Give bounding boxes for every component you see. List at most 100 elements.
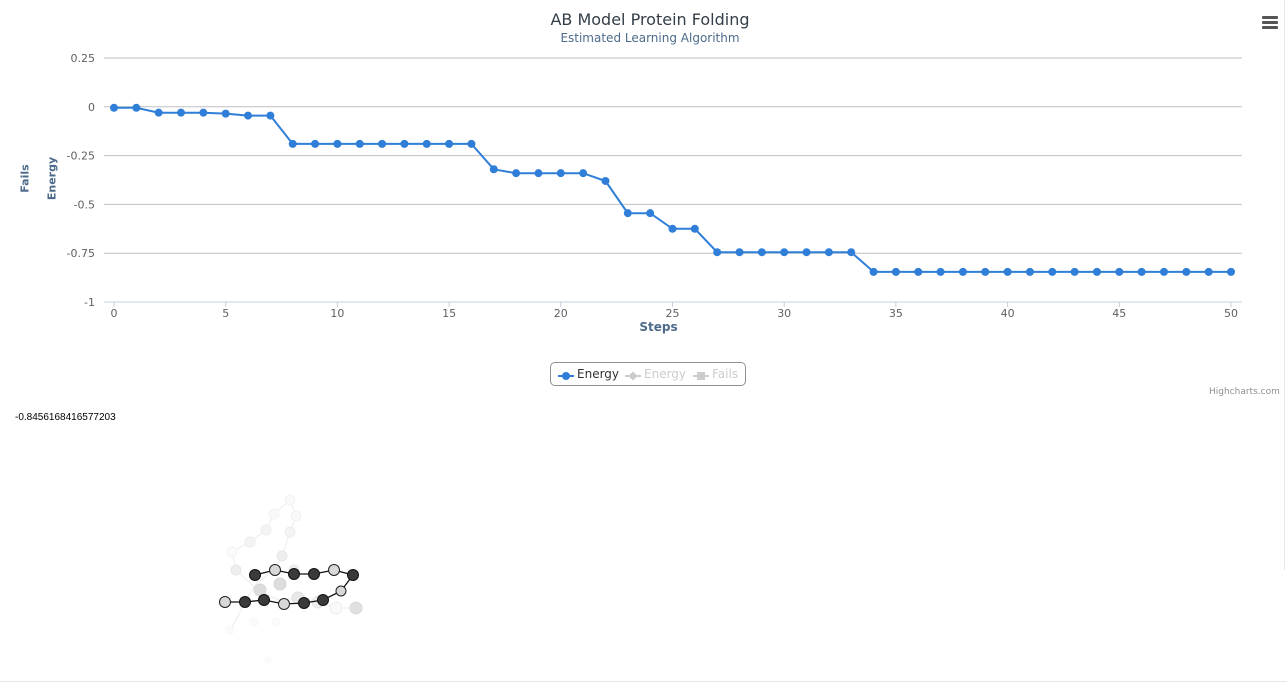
- residue-hydrophobic: [308, 568, 320, 580]
- residue-hydrophobic: [317, 594, 329, 606]
- x-tick-label: 35: [889, 307, 903, 320]
- data-point: [958, 267, 967, 276]
- data-point: [400, 139, 409, 148]
- data-point: [936, 267, 945, 276]
- x-tick-label: 25: [666, 307, 680, 320]
- data-point: [802, 248, 811, 257]
- legend-label-energy-hidden: Energy: [644, 367, 687, 381]
- residue-polar: [328, 564, 340, 576]
- data-point: [311, 139, 320, 148]
- data-point: [422, 139, 431, 148]
- x-tick-label: 30: [777, 307, 791, 320]
- data-point: [333, 139, 342, 148]
- data-point: [668, 224, 677, 233]
- residue-hydrophobic: [249, 569, 261, 581]
- y-tick-label: 0.25: [71, 52, 96, 65]
- legend-label-fails: Fails: [712, 367, 739, 381]
- ghost-residue: [230, 564, 242, 576]
- data-point: [445, 139, 454, 148]
- data-point: [1092, 267, 1101, 276]
- data-point: [132, 103, 141, 112]
- x-tick-label: 20: [554, 307, 568, 320]
- data-point: [199, 108, 208, 117]
- data-point: [266, 111, 275, 120]
- data-point: [1048, 267, 1057, 276]
- ghost-residue: [260, 524, 272, 536]
- x-tick-label: 10: [330, 307, 344, 320]
- data-point: [244, 111, 253, 120]
- data-point: [824, 248, 833, 257]
- data-point: [579, 169, 588, 178]
- hamburger-menu-icon[interactable]: [1262, 16, 1278, 30]
- ghost-residue: [349, 601, 363, 615]
- y-axis-title-energy: Energy: [45, 156, 59, 201]
- data-point: [489, 165, 498, 174]
- ghost-residue: [225, 625, 235, 635]
- data-point: [1159, 267, 1168, 276]
- data-point: [1025, 267, 1034, 276]
- highcharts-credits-link[interactable]: Highcharts.com: [1209, 387, 1280, 397]
- ghost-residue: [226, 546, 238, 558]
- legend-item-fails[interactable]: Fails: [693, 367, 738, 381]
- y-tick-label: -0.25: [67, 150, 95, 163]
- data-point: [1070, 267, 1079, 276]
- residue-polar: [278, 598, 290, 610]
- x-tick-label: 50: [1224, 307, 1238, 320]
- data-point: [735, 248, 744, 257]
- ghost-residue: [249, 617, 259, 627]
- data-point: [534, 169, 543, 178]
- x-tick-label: 15: [442, 307, 456, 320]
- ghost-residue: [290, 510, 302, 522]
- data-point: [623, 209, 632, 218]
- ghost-residue: [284, 494, 296, 506]
- y-tick-label: -0.5: [74, 198, 95, 211]
- data-point: [154, 108, 163, 117]
- residue-polar: [219, 596, 231, 608]
- energy-readout: -0.8456168416577203: [15, 412, 116, 423]
- x-tick-label: 5: [222, 307, 229, 320]
- ghost-residue: [329, 601, 343, 615]
- data-point: [1204, 267, 1213, 276]
- legend-item-energy-hidden[interactable]: Energy: [625, 367, 686, 381]
- data-point: [757, 248, 766, 257]
- ghost-residue: [276, 550, 288, 562]
- residue-polar: [335, 585, 347, 597]
- data-point: [847, 248, 856, 257]
- ghost-residue: [264, 656, 272, 664]
- data-point: [981, 267, 990, 276]
- data-point: [1003, 267, 1012, 276]
- data-point: [512, 169, 521, 178]
- chart-legend: Energy Energy Fails: [550, 362, 746, 386]
- data-point: [110, 103, 118, 112]
- protein-fold-visualization: [219, 494, 363, 664]
- data-point: [1115, 267, 1124, 276]
- data-point: [780, 248, 789, 257]
- data-point: [713, 248, 722, 257]
- y-axis-title-fails: Fails: [18, 164, 32, 193]
- scrollbar-track: [1284, 0, 1285, 570]
- residue-hydrophobic: [347, 569, 359, 581]
- data-point: [467, 139, 476, 148]
- legend-item-energy[interactable]: Energy: [558, 367, 619, 381]
- energy-chart: 0.25 0 -0.25 -0.5 -0.75 -1 0 5 10 15 20 25 30 35 40 45 5…: [67, 52, 1242, 334]
- y-tick-label: -0.75: [67, 247, 95, 260]
- ghost-residue: [268, 508, 280, 520]
- ghost-residue: [284, 526, 296, 538]
- data-point: [378, 139, 387, 148]
- x-tick-label: 45: [1112, 307, 1126, 320]
- x-axis-title: Steps: [639, 320, 677, 334]
- data-point: [1137, 267, 1146, 276]
- data-point: [1182, 267, 1191, 276]
- data-point: [646, 209, 655, 218]
- residue-hydrophobic: [298, 597, 310, 609]
- chart-title: AB Model Protein Folding: [550, 10, 750, 29]
- data-point: [288, 139, 297, 148]
- ghost-residue: [273, 577, 287, 591]
- data-point: [891, 267, 900, 276]
- data-point: [221, 109, 230, 118]
- ghost-residue: [244, 536, 256, 548]
- x-tick-label: 40: [1001, 307, 1015, 320]
- data-point: [177, 108, 186, 117]
- data-point: [601, 176, 610, 185]
- x-tick-label: 0: [111, 307, 118, 320]
